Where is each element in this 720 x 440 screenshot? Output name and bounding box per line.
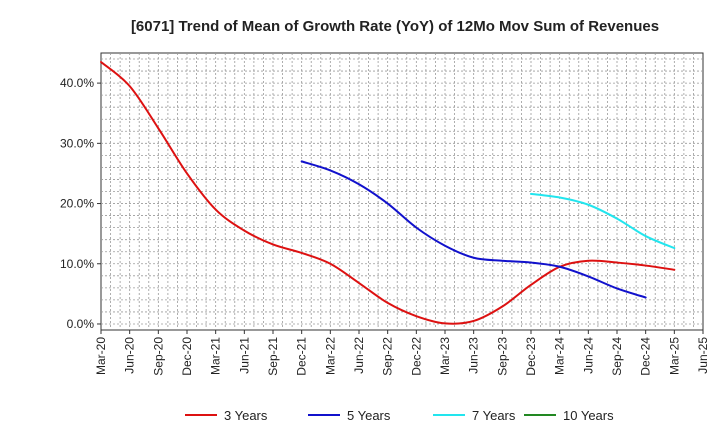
x-tick-label: Jun-25: [696, 337, 710, 374]
legend: 3 Years 5 Years 7 Years 10 Years: [185, 408, 614, 423]
x-tick-label: Jun-21: [237, 337, 251, 374]
y-tick-label: 0.0%: [67, 317, 95, 331]
series-line-5-years: [300, 160, 647, 299]
chart-title: [6071] Trend of Mean of Growth Rate (YoY…: [131, 18, 659, 35]
x-tick-label: Jun-23: [467, 337, 481, 374]
x-tick-label: Jun-24: [581, 337, 595, 374]
legend-label-5-years: 5 Years: [347, 408, 391, 423]
x-tick-label: Sep-24: [610, 337, 624, 376]
x-tick-label: Sep-20: [151, 337, 165, 376]
y-tick-label: 40.0%: [60, 76, 94, 90]
series-line-3-years: [100, 61, 676, 325]
x-tick-label: Mar-21: [209, 337, 223, 375]
x-tick-label: Jun-20: [123, 337, 137, 374]
x-tick-label: Sep-23: [495, 337, 509, 376]
legend-label-3-years: 3 Years: [224, 408, 268, 423]
series-lines: [100, 61, 676, 325]
y-tick-label: 30.0%: [60, 136, 94, 150]
grid: [100, 52, 704, 331]
legend-label-7-years: 7 Years: [472, 408, 516, 423]
x-tick-label: Sep-22: [381, 337, 395, 376]
x-tick-label: Mar-23: [438, 337, 452, 375]
x-tick-label: Dec-20: [180, 337, 194, 376]
x-tick-label: Sep-21: [266, 337, 280, 376]
y-tick-label: 10.0%: [60, 257, 94, 271]
axes: 0.0% 10.0% 20.0% 30.0% 40.0% Mar-20 Jun-20 Sep-…: [60, 76, 710, 376]
x-tick-label: Jun-22: [352, 337, 366, 374]
x-tick-label: Dec-21: [295, 337, 309, 376]
x-tick-label: Mar-25: [667, 337, 681, 375]
series-line-7-years: [530, 192, 676, 250]
x-tick-label: Dec-23: [524, 337, 538, 376]
x-tick-label: Dec-24: [639, 337, 653, 376]
x-tick-label: Dec-22: [409, 337, 423, 376]
legend-label-10-years: 10 Years: [563, 408, 614, 423]
x-tick-label: Mar-20: [94, 337, 108, 375]
y-tick-label: 20.0%: [60, 197, 94, 211]
x-tick-label: Mar-22: [323, 337, 337, 375]
x-tick-label: Mar-24: [553, 337, 567, 375]
